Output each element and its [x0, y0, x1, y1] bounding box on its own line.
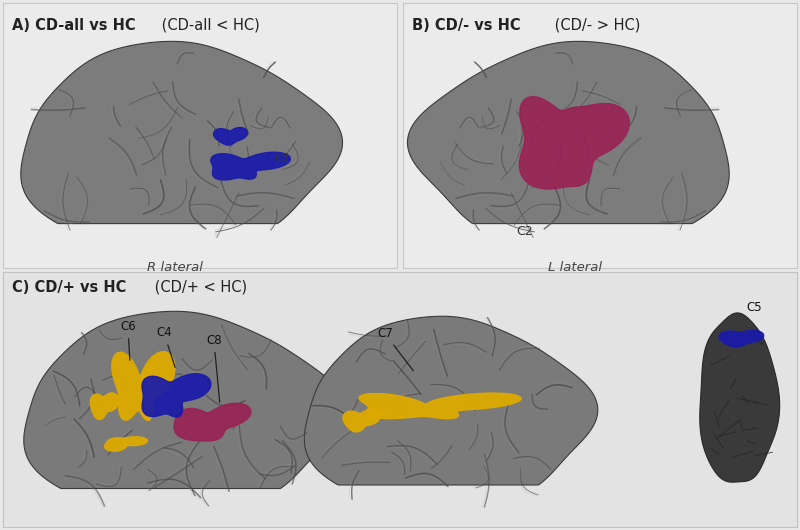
Text: C4: C4 — [156, 326, 175, 367]
Text: R lateral: R lateral — [147, 261, 203, 274]
Text: C2: C2 — [517, 225, 534, 238]
Polygon shape — [21, 41, 342, 224]
Polygon shape — [343, 410, 380, 432]
Polygon shape — [359, 393, 521, 419]
Polygon shape — [304, 316, 598, 485]
FancyBboxPatch shape — [3, 272, 797, 527]
Polygon shape — [112, 352, 175, 420]
FancyBboxPatch shape — [403, 3, 797, 268]
Text: C1: C1 — [274, 152, 290, 164]
Polygon shape — [407, 41, 730, 224]
FancyBboxPatch shape — [3, 3, 397, 268]
Polygon shape — [519, 96, 630, 189]
Text: (CD/- > HC): (CD/- > HC) — [550, 18, 640, 33]
Polygon shape — [142, 374, 211, 417]
Polygon shape — [105, 437, 147, 451]
Text: C5: C5 — [746, 301, 762, 314]
Text: (CD/+ < HC): (CD/+ < HC) — [150, 280, 247, 295]
Text: C7: C7 — [377, 327, 414, 371]
Text: A) CD-all vs HC: A) CD-all vs HC — [12, 18, 136, 33]
Text: B) CD/- vs HC: B) CD/- vs HC — [412, 18, 521, 33]
Polygon shape — [24, 311, 346, 489]
Text: C6: C6 — [120, 320, 136, 360]
Text: (CD-all < HC): (CD-all < HC) — [157, 18, 260, 33]
Polygon shape — [700, 313, 780, 482]
Text: C) CD/+ vs HC: C) CD/+ vs HC — [12, 280, 126, 295]
Polygon shape — [90, 393, 118, 419]
Text: C8: C8 — [206, 334, 222, 402]
Text: L lateral: L lateral — [548, 261, 602, 274]
Polygon shape — [211, 152, 290, 180]
Polygon shape — [719, 330, 764, 347]
Polygon shape — [214, 128, 247, 145]
Polygon shape — [174, 403, 251, 441]
